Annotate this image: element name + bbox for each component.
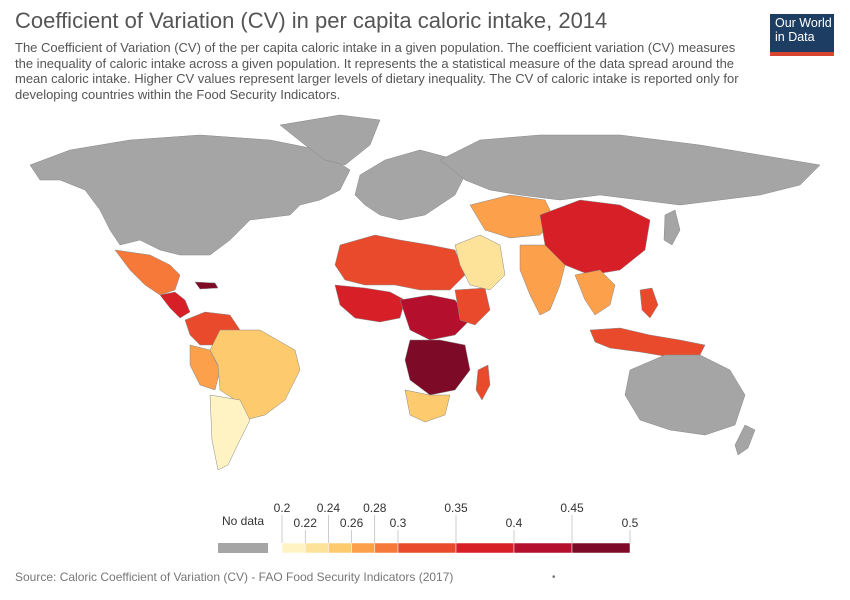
country-south-africa[interactable] [404,389,451,423]
country-madagascar[interactable] [475,364,491,401]
region-north-america[interactable] [29,134,351,256]
country-japan[interactable] [663,209,681,246]
legend-tick-label-4: 0.28 [363,501,387,515]
legend-tick-label-9: 0.5 [622,516,639,530]
legend-bin-6 [455,542,515,554]
region-southern-cone[interactable] [209,394,251,471]
legend-bin-5 [397,542,457,554]
region-europe[interactable] [354,149,466,221]
world-map[interactable] [0,105,850,490]
source-note[interactable]: Source: Caloric Coefficient of Variation… [15,570,454,584]
legend-no-data-label: No data [222,514,264,528]
logo-line-2: in Data [775,29,815,44]
legend-bin-2 [328,542,352,554]
region-central-america[interactable] [159,291,191,319]
color-legend: No data 0.20.220.240.260.280.3 0.35 0.4 0.45… [218,501,639,554]
country-india[interactable] [519,244,566,316]
region-caribbean[interactable] [194,281,219,290]
chart-subtitle: The Coefficient of Variation (CV) of the… [15,40,739,102]
footer-dot: • [552,572,556,583]
legend-tick-label-8: 0.45 [560,501,584,515]
country-russia[interactable] [439,134,821,206]
legend-bin-3 [351,542,376,554]
legend-tick-label-3: 0.26 [340,516,364,530]
region-east-africa[interactable] [454,287,491,326]
region-north-africa[interactable] [334,234,466,291]
legend-bin-4 [374,542,399,554]
country-new-zealand[interactable] [734,424,756,456]
region-greenland[interactable] [279,114,381,166]
legend-tick-label-6: 0.35 [444,501,468,515]
legend-tick-label-0: 0.2 [274,501,291,515]
owid-logo[interactable]: Our World in Data [770,14,834,56]
legend-bin-7 [513,542,573,554]
legend-bin-1 [304,542,329,554]
region-middle-east[interactable] [454,234,506,291]
chart-title: Coefficient of Variation (CV) in per cap… [15,8,608,33]
region-southeast-asia[interactable] [574,269,616,316]
legend-tick-label-7: 0.4 [506,516,523,530]
legend-bin-0 [281,542,306,554]
country-mexico[interactable] [114,249,181,296]
legend-no-data-swatch [218,543,268,553]
country-brazil[interactable] [209,329,301,421]
region-central-africa[interactable] [399,294,471,341]
legend-tick-label-1: 0.22 [294,516,318,530]
region-west-africa[interactable] [334,284,406,323]
legend-tick-label-2: 0.24 [317,501,341,515]
legend-tick-label-5: 0.3 [390,516,407,530]
country-australia[interactable] [624,354,746,436]
region-southern-africa[interactable] [404,339,471,396]
legend-bin-8 [571,542,631,554]
country-indonesia[interactable] [589,327,706,358]
country-philippines[interactable] [639,287,659,319]
logo-line-1: Our World [775,16,832,30]
